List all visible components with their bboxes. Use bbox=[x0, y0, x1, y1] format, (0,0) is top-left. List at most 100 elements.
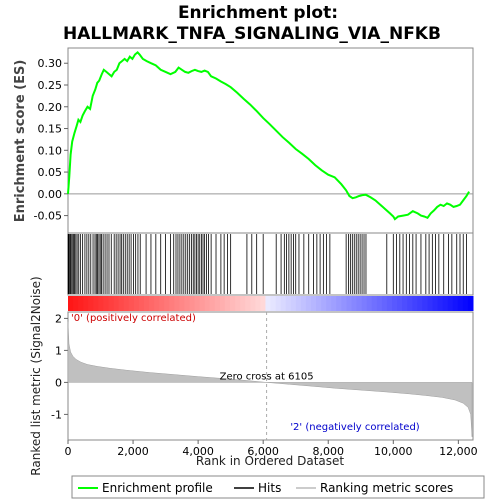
color-bar-segment bbox=[98, 296, 104, 311]
color-bar-segment bbox=[194, 296, 201, 311]
color-bar-segment bbox=[149, 296, 155, 311]
rank-ytick-label: 1 bbox=[55, 344, 62, 357]
rank-xtick-label: 8,000 bbox=[312, 445, 344, 458]
color-bar-segment bbox=[442, 296, 449, 311]
es-ytick-label: 0.15 bbox=[38, 123, 63, 136]
color-bar-segment bbox=[432, 296, 439, 311]
color-bar-segment bbox=[326, 296, 332, 311]
color-bar-segment bbox=[275, 296, 282, 311]
es-ytick-label: 0.00 bbox=[38, 188, 63, 201]
color-bar-segment bbox=[311, 296, 317, 311]
rank-x-ticks: 0 2,000 4,000 6,000 8,000 10,000 12,000 bbox=[65, 440, 478, 458]
color-bar-segment bbox=[290, 296, 297, 311]
es-ytick-label: 0.25 bbox=[38, 79, 63, 92]
hits-panel-frame bbox=[67, 232, 474, 296]
color-bar-segment bbox=[427, 296, 433, 311]
correlation-color-bar bbox=[68, 296, 474, 311]
rank-y-ticks: 2 1 0 -1 bbox=[51, 312, 68, 421]
color-bar-segment bbox=[260, 296, 266, 311]
color-bar-segment bbox=[108, 296, 115, 311]
color-bar-segment bbox=[356, 296, 363, 311]
color-bar-segment bbox=[250, 296, 256, 311]
color-bar-segment bbox=[316, 296, 322, 311]
ranking-metric-area bbox=[67, 321, 473, 437]
color-bar-segment bbox=[83, 296, 89, 311]
es-ytick-label: 0.20 bbox=[38, 101, 63, 114]
enrichment-profile-line bbox=[67, 51, 470, 221]
color-bar-segment bbox=[295, 296, 302, 311]
color-bar-segment bbox=[447, 296, 454, 311]
color-bar-segment bbox=[184, 296, 190, 311]
es-panel-frame bbox=[67, 47, 474, 234]
color-bar-segment bbox=[457, 296, 464, 311]
rank-xtick-label: 0 bbox=[65, 445, 72, 458]
color-bar-segment bbox=[224, 296, 231, 311]
color-bar-segment bbox=[214, 296, 221, 311]
color-bar-segment bbox=[376, 296, 383, 311]
color-bar-segment bbox=[346, 296, 352, 311]
color-bar-segment bbox=[285, 296, 292, 311]
color-bar-segment bbox=[351, 296, 358, 311]
color-bar-segment bbox=[88, 296, 94, 311]
color-bar-segment bbox=[245, 296, 251, 311]
color-bar-segment bbox=[174, 296, 180, 311]
color-bar-segment bbox=[169, 296, 175, 311]
color-bar-segment bbox=[412, 296, 418, 311]
color-bar-segment bbox=[103, 296, 109, 311]
rank-ytick-label: -1 bbox=[51, 408, 62, 421]
color-bar-segment bbox=[417, 296, 423, 311]
color-bar-segment bbox=[255, 296, 261, 311]
color-bar-segment bbox=[189, 296, 196, 311]
color-bar-segment bbox=[402, 296, 408, 311]
rank-xtick-label: 6,000 bbox=[247, 445, 279, 458]
color-bar-segment bbox=[118, 296, 125, 311]
rank-xlabel: Rank in Ordered Dataset bbox=[196, 454, 344, 468]
es-ytick-label: 0.05 bbox=[38, 166, 63, 179]
es-ytick-label: -0.05 bbox=[34, 210, 62, 223]
es-ytick-label: 0.10 bbox=[38, 144, 63, 157]
color-bar-segment bbox=[123, 296, 130, 311]
rank-xtick-label: 12,000 bbox=[439, 445, 478, 458]
color-bar-segment bbox=[209, 296, 216, 311]
color-bar-segment bbox=[230, 296, 236, 311]
es-ylabel: Enrichment score (ES) bbox=[13, 60, 28, 223]
color-bar-segment bbox=[128, 296, 135, 311]
color-bar-segment bbox=[437, 296, 444, 311]
color-bar-segment bbox=[366, 296, 373, 311]
color-bar-segment bbox=[452, 296, 459, 311]
color-bar-segment bbox=[240, 296, 246, 311]
hits-marks bbox=[67, 234, 467, 294]
color-bar-segment bbox=[73, 296, 79, 311]
color-bar-segment bbox=[199, 296, 206, 311]
color-bar-segment bbox=[265, 296, 271, 311]
zero-cross-label: Zero cross at 6105 bbox=[220, 371, 314, 382]
color-bar-segment bbox=[371, 296, 378, 311]
color-bar-segment bbox=[154, 296, 160, 311]
color-bar-segment bbox=[422, 296, 428, 311]
rank-xtick-label: 10,000 bbox=[374, 445, 413, 458]
color-bar-segment bbox=[68, 296, 74, 311]
chart-title-line2: HALLMARK_TNFA_SIGNALING_VIA_NFKB bbox=[63, 24, 441, 44]
color-bar-segment bbox=[270, 296, 277, 311]
color-bar-segment bbox=[179, 296, 185, 311]
color-bar-segment bbox=[336, 296, 342, 311]
rank-xtick-label: 2,000 bbox=[117, 445, 149, 458]
chart-title-line1: Enrichment plot: bbox=[178, 3, 338, 23]
rank-ylabel: Ranked list metric (Signal2Noise) bbox=[29, 276, 43, 475]
color-bar-segment bbox=[219, 296, 226, 311]
legend-label-hits: Hits bbox=[258, 481, 281, 495]
legend-label-enrichment: Enrichment profile bbox=[102, 481, 213, 495]
positive-correlation-label: '0' (positively correlated) bbox=[71, 313, 196, 324]
rank-ytick-label: 2 bbox=[55, 312, 62, 325]
es-y-ticks: 0.30 0.25 0.20 0.15 0.10 0.05 0.00 -0.05 bbox=[34, 57, 68, 223]
rank-ytick-label: 0 bbox=[55, 376, 62, 389]
color-bar-segment bbox=[280, 296, 287, 311]
color-bar-segment bbox=[321, 296, 327, 311]
color-bar-segment bbox=[204, 296, 211, 311]
color-bar-segment bbox=[113, 296, 120, 311]
color-bar-segment bbox=[331, 296, 337, 311]
color-bar-segment bbox=[143, 296, 150, 311]
color-bar-segment bbox=[300, 296, 307, 311]
